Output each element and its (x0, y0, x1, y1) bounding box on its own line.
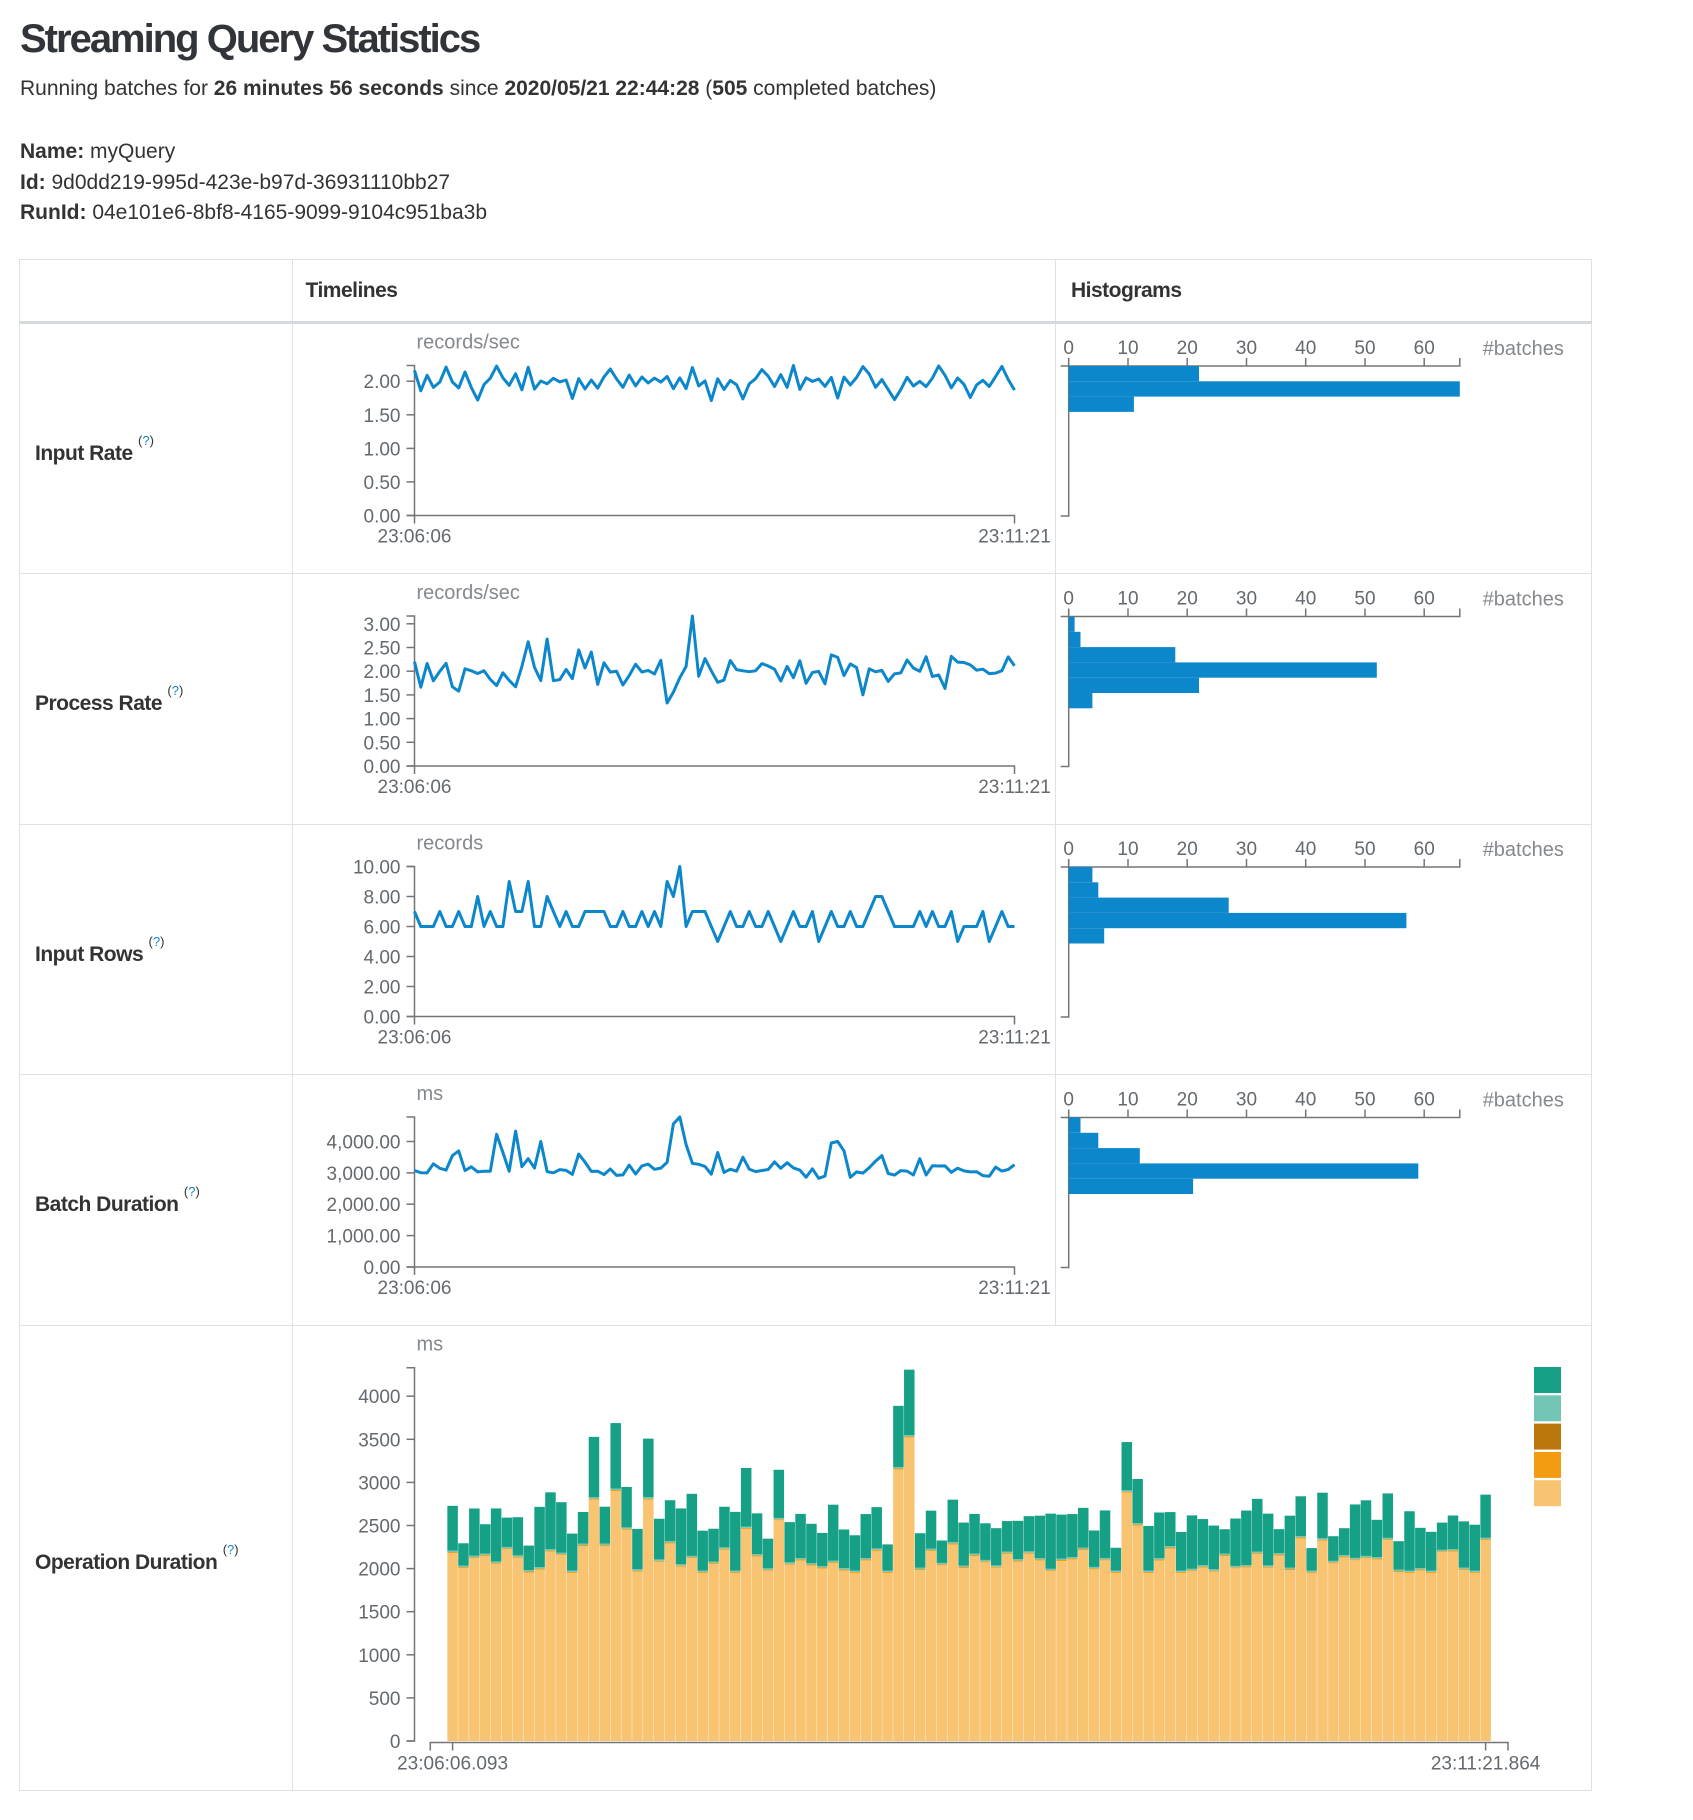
svg-text:2.00: 2.00 (364, 978, 401, 999)
svg-text:60: 60 (1414, 839, 1435, 860)
svg-text:23:11:21: 23:11:21 (978, 1278, 1051, 1299)
svg-text:40: 40 (1295, 1090, 1316, 1111)
svg-text:ms: ms (417, 1334, 444, 1356)
svg-text:23:11:21: 23:11:21 (978, 527, 1051, 548)
svg-text:2500: 2500 (358, 1517, 400, 1538)
svg-text:30: 30 (1236, 1090, 1257, 1111)
svg-text:20: 20 (1177, 338, 1198, 359)
svg-text:23:11:21: 23:11:21 (978, 777, 1051, 798)
svg-text:0.00: 0.00 (364, 1258, 401, 1279)
svg-text:60: 60 (1414, 589, 1435, 610)
svg-text:23:06:06: 23:06:06 (378, 527, 452, 548)
svg-text:records/sec: records/sec (417, 332, 520, 354)
svg-text:10: 10 (1117, 1090, 1138, 1111)
svg-text:20: 20 (1177, 839, 1198, 860)
svg-text:0: 0 (1063, 338, 1074, 359)
svg-text:2.50: 2.50 (364, 639, 401, 660)
svg-text:20: 20 (1177, 1090, 1198, 1111)
svg-text:23:06:06.093: 23:06:06.093 (397, 1754, 508, 1775)
svg-text:1.00: 1.00 (364, 439, 401, 460)
svg-text:2,000.00: 2,000.00 (327, 1195, 401, 1216)
svg-text:2.00: 2.00 (364, 372, 401, 393)
svg-text:10: 10 (1117, 839, 1138, 860)
svg-text:50: 50 (1354, 589, 1375, 610)
svg-text:1000: 1000 (358, 1646, 400, 1667)
svg-text:records: records (417, 833, 484, 855)
svg-text:10: 10 (1117, 338, 1138, 359)
svg-text:0: 0 (390, 1732, 401, 1753)
svg-text:23:11:21: 23:11:21 (978, 1028, 1051, 1049)
svg-text:23:11:21.864: 23:11:21.864 (1431, 1754, 1541, 1775)
svg-text:#batches: #batches (1483, 589, 1564, 611)
svg-text:4000: 4000 (358, 1387, 400, 1408)
svg-text:ms: ms (417, 1083, 444, 1105)
svg-text:30: 30 (1236, 338, 1257, 359)
svg-text:6.00: 6.00 (364, 918, 401, 939)
svg-text:1.50: 1.50 (364, 686, 401, 707)
svg-text:#batches: #batches (1483, 839, 1564, 861)
svg-text:10.00: 10.00 (353, 858, 401, 879)
svg-text:500: 500 (369, 1689, 401, 1710)
svg-text:50: 50 (1354, 839, 1375, 860)
svg-text:20: 20 (1177, 589, 1198, 610)
svg-text:40: 40 (1295, 338, 1316, 359)
svg-text:2.00: 2.00 (364, 662, 401, 683)
svg-text:40: 40 (1295, 589, 1316, 610)
svg-text:1.50: 1.50 (364, 406, 401, 427)
svg-text:60: 60 (1414, 1090, 1435, 1111)
svg-text:#batches: #batches (1483, 338, 1564, 360)
svg-text:1.00: 1.00 (364, 710, 401, 731)
svg-text:0: 0 (1063, 589, 1074, 610)
svg-text:0: 0 (1063, 1090, 1074, 1111)
svg-text:50: 50 (1354, 1090, 1375, 1111)
svg-text:40: 40 (1295, 839, 1316, 860)
svg-text:#batches: #batches (1483, 1090, 1564, 1112)
svg-text:3.00: 3.00 (364, 615, 401, 636)
svg-text:30: 30 (1236, 589, 1257, 610)
svg-text:3000: 3000 (358, 1473, 400, 1494)
svg-text:23:06:06: 23:06:06 (378, 1028, 452, 1049)
svg-text:0.00: 0.00 (364, 757, 401, 778)
svg-text:0.50: 0.50 (364, 473, 401, 494)
svg-text:4,000.00: 4,000.00 (327, 1133, 401, 1154)
svg-text:23:06:06: 23:06:06 (378, 1278, 452, 1299)
svg-text:1500: 1500 (358, 1603, 400, 1624)
svg-text:0.00: 0.00 (364, 1008, 401, 1029)
svg-text:0.50: 0.50 (364, 733, 401, 754)
svg-text:2000: 2000 (358, 1560, 400, 1581)
svg-text:23:06:06: 23:06:06 (378, 777, 452, 798)
svg-text:30: 30 (1236, 839, 1257, 860)
svg-text:3500: 3500 (358, 1430, 400, 1451)
svg-text:3,000.00: 3,000.00 (327, 1164, 401, 1185)
svg-text:1,000.00: 1,000.00 (327, 1227, 401, 1248)
svg-text:60: 60 (1414, 338, 1435, 359)
svg-text:8.00: 8.00 (364, 888, 401, 909)
svg-text:50: 50 (1354, 338, 1375, 359)
svg-text:10: 10 (1117, 589, 1138, 610)
svg-text:0.00: 0.00 (364, 507, 401, 528)
svg-text:records/sec: records/sec (417, 582, 520, 604)
svg-text:0: 0 (1063, 839, 1074, 860)
svg-text:4.00: 4.00 (364, 948, 401, 969)
